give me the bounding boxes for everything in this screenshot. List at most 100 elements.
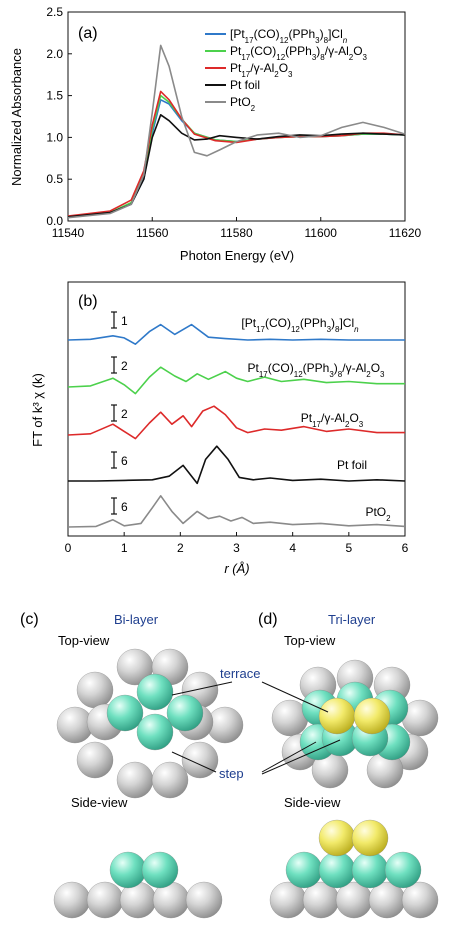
series-line-black (67, 114, 406, 218)
panel-b-x-label: r (Å) (224, 561, 249, 576)
panel-b-series (67, 323, 406, 528)
panel-b-series-labels: [Pt17(CO)12(PPh3)8]Cln Pt17(CO)12(PPh3)8/… (241, 316, 391, 523)
x-tick-label: 11620 (389, 226, 422, 240)
atom-sphere (351, 819, 389, 857)
atom-sphere (106, 694, 144, 732)
panel-d-tag: (d) (258, 611, 278, 628)
panel-b-tag: (b) (78, 293, 98, 310)
scale-bar-label: 6 (121, 500, 128, 514)
series-line-blue (67, 323, 405, 345)
step-label: step (219, 766, 244, 781)
atom-sphere (141, 851, 179, 889)
panel-c-side-view-model (53, 851, 223, 919)
series-line-gray (67, 44, 406, 219)
atom-sphere (76, 671, 114, 709)
x-tick-label: 1 (121, 541, 128, 555)
panel-a-series (67, 44, 406, 219)
series-line-green (67, 366, 405, 395)
series-label: Pt17(CO)12(PPh3)8/γ-Al2O3 (248, 361, 386, 379)
y-tick-label: 2.5 (46, 5, 63, 19)
x-tick-label: 11560 (136, 226, 169, 240)
series-label: PtO2 (365, 505, 391, 523)
panel-a-x-axis: 11540 11560 11580 11600 11620 (52, 217, 422, 240)
scale-bar-label: 6 (121, 454, 128, 468)
panel-b: (b) 0 1 2 3 4 5 6 1 2 2 6 6 [Pt17(CO)12(PPh3)8]Cln… (30, 281, 409, 576)
atom-sphere (151, 761, 189, 799)
x-tick-label: 5 (345, 541, 352, 555)
x-tick-label: 0 (65, 541, 72, 555)
atom-sphere (285, 851, 323, 889)
panel-c-top-view-model (56, 648, 244, 799)
atom-sphere (318, 697, 356, 735)
atom-sphere (185, 881, 223, 919)
atom-sphere (318, 819, 356, 857)
atom-sphere (136, 713, 174, 751)
panel-d-side-view-model (269, 819, 439, 919)
series-line-red (67, 405, 405, 440)
scale-bar-label: 2 (121, 359, 128, 373)
series-label: Pt foil (337, 458, 367, 472)
series-label: Pt17/γ-Al2O3 (301, 411, 364, 429)
atom-sphere (318, 851, 356, 889)
panel-b-scale-bars: 1 2 2 6 6 (111, 311, 128, 515)
series-line-blue (67, 99, 406, 218)
panel-c: (c) Bi-layer Top-view Side-view (20, 611, 244, 919)
x-tick-label: 4 (289, 541, 296, 555)
x-tick-label: 11580 (220, 226, 253, 240)
atom-sphere (401, 881, 439, 919)
series-label: [Pt17(CO)12(PPh3)8]Cln (241, 316, 359, 334)
x-tick-label: 6 (402, 541, 409, 555)
panel-b-frame (67, 281, 406, 537)
annotation-pointers (171, 681, 341, 775)
series-line-green (67, 94, 406, 218)
annotation-pointer (261, 741, 317, 773)
scale-bar-label: 2 (121, 407, 128, 421)
atom-sphere (109, 851, 147, 889)
atom-sphere (76, 741, 114, 779)
legend-entry: Pt foil (230, 78, 260, 92)
atom-sphere (353, 697, 391, 735)
y-tick-label: 2.0 (46, 47, 63, 61)
atom-sphere (351, 851, 389, 889)
terrace-label: terrace (220, 666, 260, 681)
atom-sphere (384, 851, 422, 889)
series-line-black (68, 445, 406, 485)
panel-a-tag: (a) (78, 25, 98, 42)
panel-b-y-label: FT of k³ χ (k) (30, 373, 45, 447)
panel-d-top-view-model (271, 659, 439, 789)
series-line-gray (67, 495, 406, 528)
atom-sphere (181, 741, 219, 779)
y-tick-label: 1.0 (46, 130, 63, 144)
annotation-pointer (261, 739, 341, 775)
x-tick-label: 3 (233, 541, 240, 555)
panel-a-y-label: Normalized Absorbance (9, 48, 24, 186)
panel-d-title: Tri-layer (328, 612, 376, 627)
panel-c-title: Bi-layer (114, 612, 159, 627)
atom-sphere (116, 761, 154, 799)
legend-entry: Pt17/γ-Al2O3 (230, 61, 293, 79)
legend-entry: Pt17(CO)12(PPh3)8/γ-Al2O3 (230, 44, 368, 62)
annotation-pointer (261, 681, 329, 713)
panel-c-tag: (c) (20, 611, 39, 628)
y-tick-label: 0.0 (46, 214, 63, 228)
legend-entry: [Pt17(CO)12(PPh3)8]Cln (230, 27, 348, 45)
panel-c-top-view-label: Top-view (58, 633, 110, 648)
x-tick-label: 2 (177, 541, 184, 555)
series-line-red (67, 90, 406, 217)
atom-sphere (166, 694, 204, 732)
legend-entry: PtO2 (230, 95, 256, 113)
panel-a-x-label: Photon Energy (eV) (180, 248, 294, 263)
panel-a: (a) 0.00.51.01.52.02.5 11540 11560 11580 11… (9, 5, 422, 263)
x-tick-label: 11540 (52, 226, 85, 240)
y-tick-label: 0.5 (46, 172, 63, 186)
scale-bar-label: 1 (121, 314, 128, 328)
panel-c-side-view-label: Side-view (71, 795, 128, 810)
panel-d-top-view-label: Top-view (284, 633, 336, 648)
panel-b-x-axis: 0 1 2 3 4 5 6 (65, 532, 409, 555)
atom-sphere (53, 881, 91, 919)
annotation-pointer (171, 681, 233, 696)
annotation-pointer (171, 751, 217, 773)
x-tick-label: 11600 (305, 226, 338, 240)
panel-d-side-view-label: Side-view (284, 795, 341, 810)
